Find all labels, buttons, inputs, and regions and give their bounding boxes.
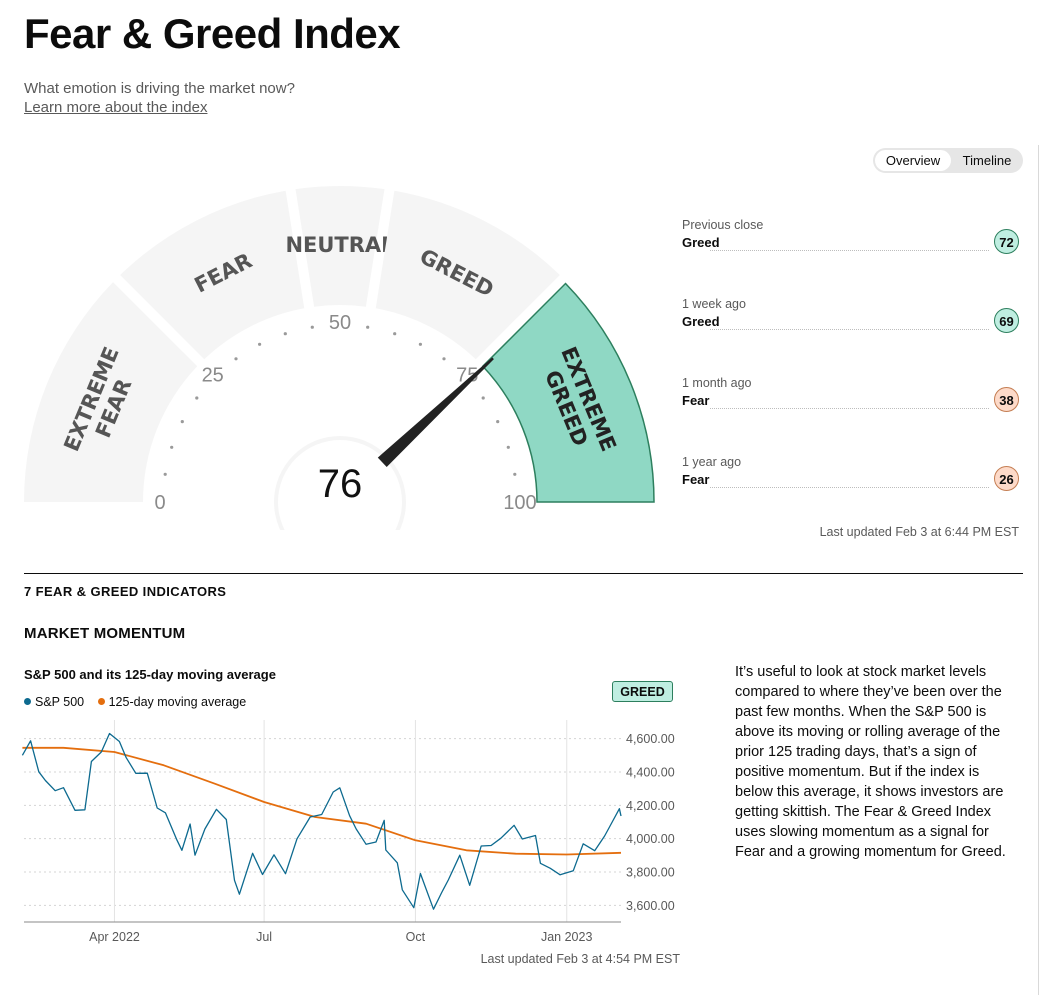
history-label: 1 week ago	[682, 297, 746, 311]
chart-last-updated: Last updated Feb 3 at 4:54 PM EST	[480, 952, 680, 966]
gauge-scale-label: 0	[154, 492, 165, 514]
history-previous-close: Previous close Greed 72	[682, 218, 1019, 278]
dotted-leader	[710, 408, 989, 409]
y-tick-label: 4,200.00	[626, 799, 675, 813]
moving-average-line	[22, 746, 622, 856]
gauge-tick-dot	[513, 472, 517, 476]
history-rating: Greed	[682, 314, 720, 329]
momentum-rating-tag: GREED	[612, 681, 673, 702]
view-toggle: Overview Timeline	[873, 148, 1023, 173]
market-momentum-heading: MARKET MOMENTUM	[24, 625, 186, 642]
last-updated-timestamp: Last updated Feb 3 at 6:44 PM EST	[819, 525, 1019, 539]
gauge-segment	[295, 186, 385, 307]
indicators-heading: 7 FEAR & GREED INDICATORS	[24, 584, 227, 599]
legend-item-moving-average: 125-day moving average	[97, 695, 247, 709]
gauge-segment	[24, 282, 198, 502]
history-label: 1 month ago	[682, 376, 752, 390]
legend-item-sp500: S&P 500	[24, 695, 84, 709]
history-rating: Greed	[682, 235, 720, 250]
gauge-scale-label: 50	[329, 312, 351, 334]
gauge-current-value: 76	[318, 462, 363, 506]
dotted-leader	[710, 487, 989, 488]
gauge-needle	[377, 357, 494, 467]
gauge-tick-dot	[418, 342, 422, 346]
dotted-leader	[710, 250, 989, 251]
gauge-tick-dot	[506, 445, 510, 449]
gauge-tick-dot	[163, 472, 167, 476]
gauge-tick-dot	[310, 325, 314, 329]
x-tick-label: Oct	[406, 930, 426, 944]
y-tick-label: 4,600.00	[626, 732, 675, 746]
dotted-leader	[710, 329, 989, 330]
sp500-line	[21, 732, 622, 910]
gauge-tick-dot	[366, 325, 370, 329]
legend-dot-icon	[97, 698, 105, 705]
history-1-month-ago: 1 month ago Fear 38	[682, 376, 1019, 436]
history-rating: Fear	[682, 393, 710, 408]
chart-title: S&P 500 and its 125-day moving average	[24, 667, 276, 682]
chart-legend: S&P 500 125-day moving average	[24, 695, 256, 709]
history-label: Previous close	[682, 218, 764, 232]
y-tick-label: 4,000.00	[626, 832, 675, 846]
gauge-segment	[375, 190, 560, 360]
gauge-tick-dot	[170, 445, 174, 449]
y-tick-label: 3,800.00	[626, 866, 675, 880]
history-value-badge: 38	[994, 387, 1019, 412]
gauge-tick-dot	[195, 396, 199, 400]
history-1-year-ago: 1 year ago Fear 26	[682, 455, 1019, 515]
x-tick-label: Jul	[256, 930, 272, 944]
gauge-segment-label: NEUTRAL	[285, 233, 394, 257]
history-label: 1 year ago	[682, 455, 742, 469]
gauge-tick-dot	[258, 342, 262, 346]
gauge-scale-label: 25	[202, 365, 224, 387]
momentum-description: It’s useful to look at stock market leve…	[735, 664, 1006, 860]
gauge-scale-label: 100	[503, 492, 536, 514]
x-tick-label: Apr 2022	[89, 930, 140, 944]
legend-label: S&P 500	[35, 695, 85, 709]
gauge-segment	[481, 282, 655, 503]
history-value-badge: 26	[994, 466, 1019, 491]
page-subtitle: What emotion is driving the market now?	[24, 80, 295, 97]
y-tick-label: 4,400.00	[626, 766, 675, 780]
learn-more-link[interactable]: Learn more about the index	[24, 99, 208, 116]
gauge-tick-dot	[442, 357, 446, 361]
gauge-scale-label: 75	[456, 365, 478, 387]
legend-dot-icon	[24, 698, 31, 705]
gauge-hub	[278, 440, 402, 530]
tab-timeline[interactable]: Timeline	[962, 153, 1012, 168]
legend-label: 125-day moving average	[108, 695, 247, 709]
section-divider	[24, 573, 1023, 574]
gauge-tick-dot	[180, 420, 184, 424]
y-tick-label: 3,600.00	[626, 899, 675, 913]
gauge-segment	[120, 190, 305, 360]
gauge-segment-label-line: NEUTRAL	[285, 233, 394, 257]
history-rating: Fear	[682, 472, 710, 487]
x-tick-label: Jan 2023	[541, 930, 592, 944]
history-1-week-ago: 1 week ago Greed 69	[682, 297, 1019, 357]
history-value-badge: 69	[994, 308, 1019, 333]
page-title: Fear & Greed Index	[24, 10, 401, 57]
gauge-tick-dot	[481, 396, 485, 400]
gauge-tick-dot	[283, 332, 287, 336]
gauge-tick-dot	[393, 332, 397, 336]
history-value-badge: 72	[994, 229, 1019, 254]
gauge-tick-dot	[234, 357, 238, 361]
right-divider	[1038, 145, 1039, 995]
momentum-line-chart: 4,600.00 4,400.00 4,200.00 4,000.00 3,800.00…	[21, 720, 675, 944]
tab-overview[interactable]: Overview	[875, 150, 951, 171]
gauge-tick-dot	[496, 420, 500, 424]
